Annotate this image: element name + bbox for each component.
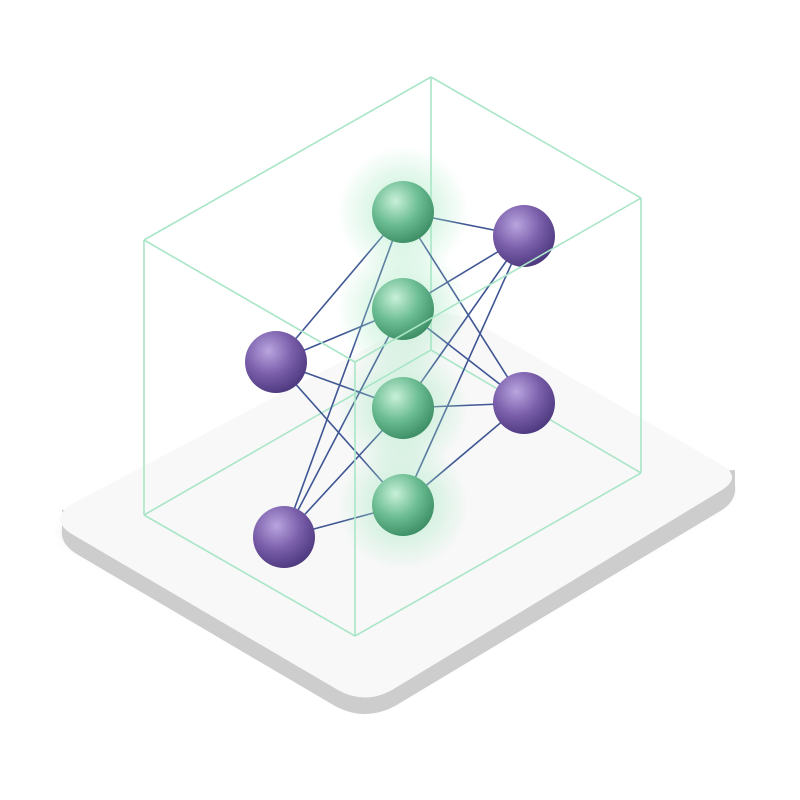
purple-node-in2 xyxy=(253,506,315,568)
green-node-h1 xyxy=(372,181,434,243)
network-nodes xyxy=(245,181,555,568)
cube-front-edges xyxy=(143,76,642,637)
green-node-h4 xyxy=(372,474,434,536)
green-node-h3 xyxy=(372,377,434,439)
purple-node-out2 xyxy=(493,372,555,434)
purple-node-out1 xyxy=(493,205,555,267)
purple-node-in1 xyxy=(245,331,307,393)
green-node-h2 xyxy=(372,278,434,340)
